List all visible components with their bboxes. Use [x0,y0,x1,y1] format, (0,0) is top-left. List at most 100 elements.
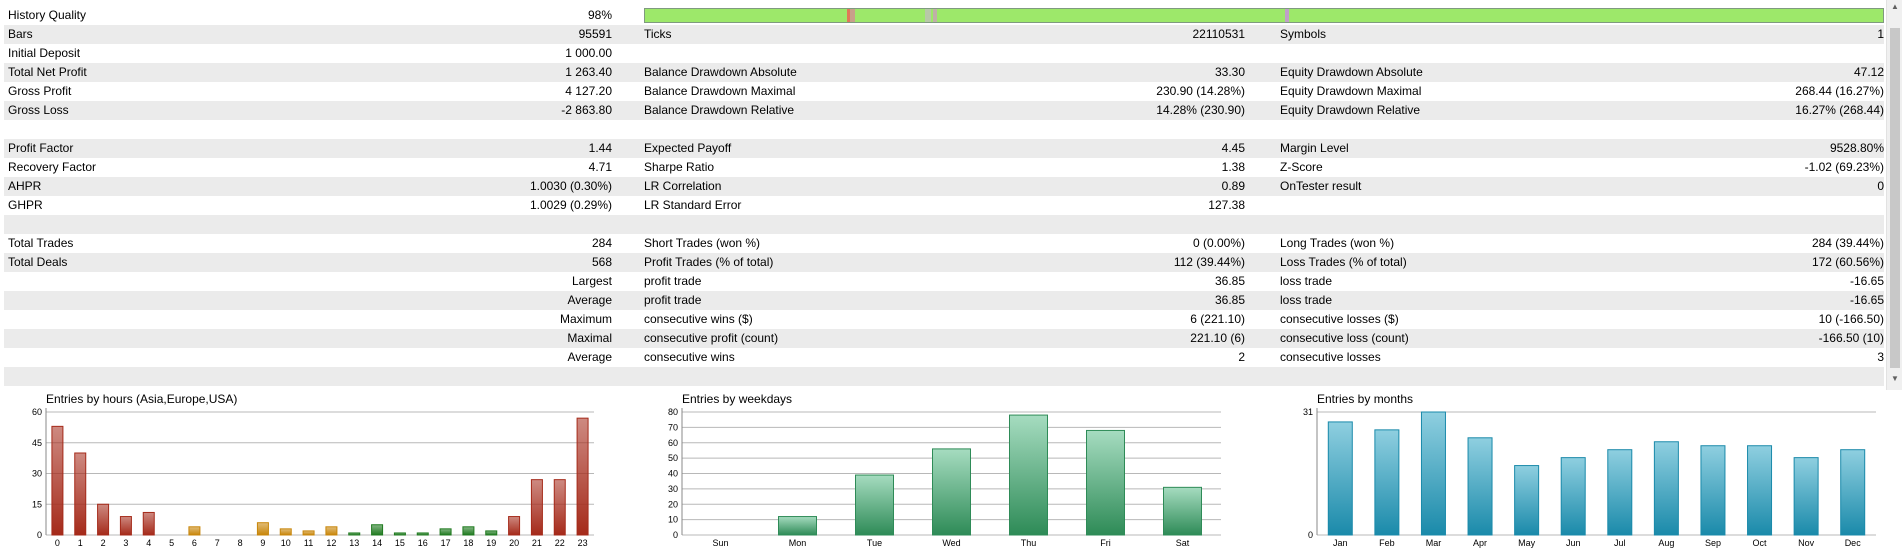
metric-value: Average [567,293,612,307]
metric-label [1280,215,1610,234]
x-tick-label: 20 [509,538,519,548]
quality-gap-marker [847,9,850,22]
scroll-up-arrow-icon[interactable]: ▲ [1891,2,1899,11]
y-tick-label: 15 [32,499,42,509]
metric-label: AHPR [8,179,42,193]
x-tick-label: Nov [1798,538,1815,548]
x-tick-label: 13 [349,538,359,548]
metric-value: 4.71 [588,160,612,174]
backtest-results-table: History Quality 98% Bars 95591 Ticks 221105… [4,6,1884,386]
metric-label: Margin Level [1280,141,1349,155]
metric-label: Profit Trades (% of total) [644,255,774,269]
metric-label [1280,44,1610,63]
x-tick-label: 8 [238,538,243,548]
bar [576,417,589,536]
y-tick-label: 30 [668,484,678,494]
bar [855,474,894,536]
report-row [4,367,1884,386]
metric-label: Balance Drawdown Absolute [644,65,797,79]
history-quality-row: History Quality 98% [4,6,1884,25]
metric-value [304,215,612,234]
quality-gap-marker [850,9,855,22]
bar [778,516,817,536]
metric-value: Average [567,350,612,364]
x-tick-label: 10 [281,538,291,548]
metric-value: 284 [591,236,612,250]
metric-label: Gross Profit [8,84,72,98]
bar [1793,457,1819,536]
vertical-scrollbar[interactable]: ▲ ▼ [1886,0,1902,390]
x-tick-label: May [1518,538,1536,548]
report-row: AHPR 1.0030 (0.30%) LR Correlation 0.89 OnTe… [4,177,1884,196]
metric-value: 47.12 [1853,65,1884,79]
report-row: Initial Deposit 1 000.00 [4,44,1884,63]
metric-value [964,44,1245,63]
y-tick-label: 10 [668,515,678,525]
metric-value: 568 [591,255,612,269]
metric-value: -16.65 [1849,274,1884,288]
bar [1840,449,1866,536]
history-quality-value: 98% [587,8,612,22]
report-row [4,120,1884,139]
bar [1700,445,1726,536]
report-row: Average consecutive wins 2 consecutive loss… [4,348,1884,367]
metric-value: 268.44 (16.27%) [1795,84,1884,98]
y-tick-label: 0 [673,530,678,540]
x-tick-label: Dec [1845,538,1862,548]
metric-value: 6 (221.10) [1190,312,1245,326]
metric-label [1280,367,1610,386]
metric-label [8,215,308,234]
metric-label [8,329,308,348]
bar [1374,429,1400,536]
metric-label: Balance Drawdown Relative [644,103,795,117]
report-row: Profit Factor 1.44 Expected Payoff 4.45 Marg… [4,139,1884,158]
x-tick-label: 1 [78,538,83,548]
x-tick-label: Jul [1614,538,1626,548]
report-row: Gross Profit 4 127.20 Balance Drawdown Max… [4,82,1884,101]
y-tick-label: 80 [668,407,678,417]
metric-value: 3 [1877,350,1884,364]
metric-value: 127.38 [1208,198,1245,212]
bar [97,503,110,536]
x-tick-label: 6 [192,538,197,548]
x-tick-label: Sep [1705,538,1721,548]
bar [439,528,452,536]
chart-entries-by-weekdays: 0 10 20 30 40 50 60 70 80 Sun Mon Tue Wed Thu Fri Sat E… [655,388,1225,548]
metric-label: Equity Drawdown Maximal [1280,84,1422,98]
report-row: Largest profit trade 36.85 loss trade -16.65 [4,272,1884,291]
chart-svg: 0 31 Jan Feb Mar Apr May Jun Jul Aug Sep Oct Nov Dec [1303,407,1876,548]
metric-label: Bars [8,27,33,41]
metric-value [1564,44,1884,63]
metric-label: Total Net Profit [8,65,87,79]
metric-value: 2 [1238,350,1245,364]
metric-label: Ticks [644,27,672,41]
metric-label: Short Trades (won %) [644,236,761,250]
x-tick-label: 18 [463,538,473,548]
metric-value: 14.28% (230.90) [1156,103,1245,117]
x-tick-label: 17 [441,538,451,548]
scrollbar-thumb[interactable] [1890,28,1900,368]
x-tick-label: Sun [712,538,728,548]
metric-value: 9528.80% [1829,141,1884,155]
metric-label: Long Trades (won %) [1280,236,1395,250]
metric-value: 1.38 [1221,160,1245,174]
bar [416,532,429,536]
metric-label: LR Correlation [644,179,722,193]
metric-value: 1.0029 (0.29%) [529,198,612,212]
metric-value: 16.27% (268.44) [1795,103,1884,117]
metric-label: consecutive profit (count) [644,331,779,345]
metric-value: 4.45 [1221,141,1245,155]
metric-value: 36.85 [1214,274,1245,288]
metric-value: 33.30 [1214,65,1245,79]
metric-label: Sharpe Ratio [644,160,715,174]
scroll-down-arrow-icon[interactable]: ▼ [1891,374,1899,383]
x-tick-label: 9 [260,538,265,548]
report-row: Total Trades 284 Short Trades (won %) 0 (0.… [4,234,1884,253]
bar [530,479,543,536]
metric-label: loss trade [1280,274,1333,288]
bar [1514,465,1540,536]
metric-label: Profit Factor [8,141,74,155]
metric-label: profit trade [644,274,702,288]
metric-value [1564,215,1884,234]
